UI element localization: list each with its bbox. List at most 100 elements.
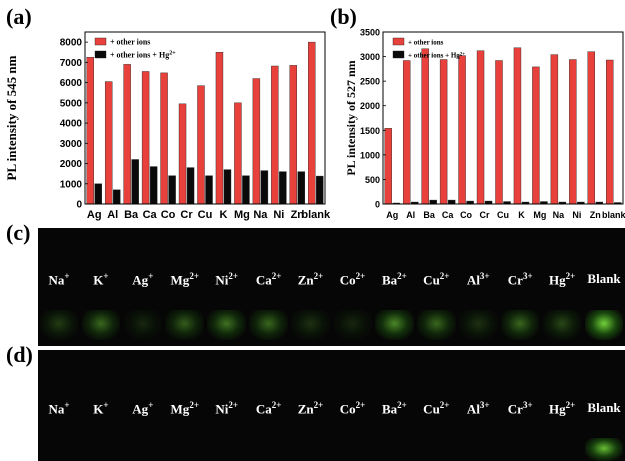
legend-entry-0-0: + other ions (110, 38, 150, 47)
bar-1-0-1 (402, 60, 411, 205)
y-axis-label-0: PL intensity of 545 nm (4, 55, 19, 180)
y-tick-label-1-3: 1500 (360, 126, 380, 136)
x-tick-label-0-8: Mg (234, 209, 250, 221)
legend-swatch-1-0 (392, 37, 405, 46)
plot-frame-1 (382, 31, 624, 205)
y-tick-label-0-5: 5000 (60, 98, 83, 109)
y-tick-label-1-7: 3500 (360, 28, 380, 38)
strip-d-ion-label-2: Ag+ (132, 400, 154, 417)
bar-1-0-12 (606, 59, 614, 205)
x-tick-label-1-11: Zn (590, 210, 601, 220)
bar-1-0-7 (513, 47, 522, 205)
strip-c-vial-glow-0 (39, 310, 79, 340)
bar-1-0-0 (384, 128, 392, 205)
bar-1-0-5 (476, 50, 485, 205)
panel-label-b: (b) (330, 4, 357, 29)
strip-c-ion-label-7: Co2+ (339, 271, 366, 288)
strip-c-ion-label-1: K+ (93, 271, 109, 288)
strip-d-ion-label-8: Ba2+ (381, 400, 407, 417)
x-tick-label-1-10: Ni (572, 210, 581, 220)
strip-c-vial-glow-10 (458, 310, 498, 340)
y-tick-label-0-6: 6000 (60, 78, 83, 89)
x-tick-label-0-4: Co (161, 209, 176, 221)
strip-d-ion-label-7: Co2+ (339, 400, 366, 417)
x-tick-label-1-2: Ba (423, 210, 435, 220)
x-tick-label-0-1: Al (107, 209, 118, 221)
legend-entry-1-1: + other ions + Hg2+ (408, 52, 465, 60)
strip-c-vial-glow-12 (542, 310, 582, 340)
x-tick-label-0-3: Ca (143, 209, 158, 221)
x-tick-label-0-5: Cr (180, 209, 193, 221)
bar-1-0-3 (439, 59, 448, 205)
y-tick-label-1-4: 2000 (360, 101, 380, 111)
y-tick-label-1-1: 500 (365, 175, 380, 185)
strip-c-vial-glow-5 (249, 310, 288, 340)
bar-1-1-2 (429, 199, 437, 205)
strip-c-vial-glow-2 (123, 310, 163, 340)
strip-d-ion-label-0: Na+ (48, 400, 70, 417)
x-tick-label-1-8: Mg (533, 210, 546, 220)
strip-c-vial-glow-11 (500, 310, 540, 340)
strip-d-ion-label-5: Ca2+ (255, 400, 282, 417)
y-tick-label-1-2: 1000 (360, 150, 380, 160)
bar-1-0-11 (587, 51, 596, 205)
strip-c-ion-label-10: Al3+ (466, 271, 490, 288)
strip-d-ion-label-12: Hg2+ (548, 400, 576, 417)
y-tick-label-1-6: 3000 (360, 52, 380, 62)
strip-d-ion-label-11: Cr3+ (507, 400, 533, 417)
strip-d-ion-label-3: Mg2+ (170, 400, 199, 417)
y-tick-label-0-4: 4000 (60, 119, 83, 130)
bar-1-0-6 (495, 60, 503, 205)
strip-d-ion-label-9: Cu2+ (423, 400, 450, 417)
y-tick-label-0-7: 7000 (60, 58, 83, 69)
bar-1-0-4 (458, 55, 466, 205)
photo-strip-d: Na+ K+ Ag+ Mg2+ Ni2+ Ca2+ Zn2+ Co2+ Ba2+ Cu2+ Al3+… (38, 350, 625, 461)
bar-1-0-9 (550, 54, 559, 205)
x-tick-label-1-3: Ca (442, 210, 454, 220)
strip-c-ion-label-6: Zn2+ (297, 271, 324, 288)
y-tick-label-1-0: 0 (375, 200, 380, 210)
legend-swatch-1-1 (392, 50, 405, 59)
strip-c-vial-glow-9 (417, 310, 456, 340)
panel-label-c: (c) (6, 220, 31, 245)
x-tick-label-1-12: blank (602, 210, 625, 220)
x-tick-label-0-0: Ag (87, 209, 102, 221)
x-tick-label-1-6: Cu (497, 210, 509, 220)
bar-1-0-2 (421, 48, 429, 205)
strip-c-vial-glow-6 (291, 310, 330, 340)
strip-c-ion-label-9: Cu2+ (423, 271, 450, 288)
strip-c-ion-label-12: Hg2+ (548, 271, 576, 288)
x-tick-label-0-2: Ba (124, 209, 139, 221)
x-tick-label-0-9: Na (253, 209, 268, 221)
strip-c-vial-glow-1 (81, 310, 121, 340)
x-tick-label-1-0: Ag (386, 210, 398, 220)
strip-d-ion-label-10: Al3+ (466, 400, 490, 417)
x-tick-label-0-10: Ni (273, 209, 284, 221)
legend-swatch-0-1 (94, 50, 107, 59)
y-tick-label-0-8: 8000 (60, 38, 83, 49)
bar-1-1-3 (447, 199, 456, 205)
x-tick-label-0-7: K (219, 209, 227, 221)
strip-c-ion-label-4: Ni2+ (215, 271, 238, 288)
strip-d-ion-label-13: Blank (587, 400, 621, 415)
strip-c-ion-label-0: Na+ (48, 271, 70, 288)
y-tick-label-0-0: 0 (76, 200, 82, 211)
y-tick-label-0-3: 3000 (60, 139, 83, 150)
strip-d-vial-glow-13 (584, 438, 624, 461)
x-tick-label-0-12: blank (301, 209, 331, 221)
strip-c-ion-label-5: Ca2+ (255, 271, 282, 288)
strip-c-vial-glow-3 (165, 310, 205, 340)
x-tick-label-1-1: Al (406, 210, 415, 220)
plot-frame-0 (84, 31, 326, 205)
strip-d-ion-label-6: Zn2+ (297, 400, 324, 417)
legend-swatch-0-0 (94, 37, 107, 46)
strip-d-ion-label-4: Ni2+ (215, 400, 238, 417)
y-tick-label-1-5: 2500 (360, 77, 380, 87)
bar-1-0-8 (532, 66, 540, 205)
y-tick-label-0-1: 1000 (60, 179, 83, 190)
photo-strip-c: Na+ K+ Ag+ Mg2+ Ni2+ Ca2+ Zn2+ Co2+ Ba2+ Cu2+ Al3+… (38, 228, 625, 346)
strip-c-vial-glow-8 (375, 310, 414, 340)
x-tick-label-1-5: Cr (480, 210, 490, 220)
